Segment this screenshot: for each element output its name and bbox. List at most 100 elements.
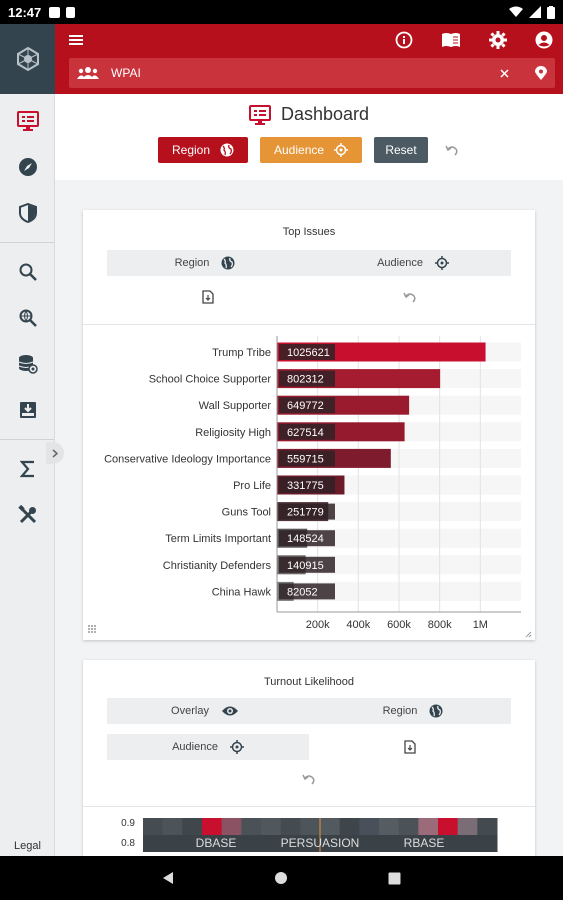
file-download-icon (202, 290, 214, 304)
turnout-region-control[interactable]: Region (315, 704, 511, 718)
left-rail: Legal (0, 24, 55, 856)
app-header: WPAI (55, 24, 563, 94)
page-header: Dashboard Region Audience Reset (55, 94, 563, 180)
android-nav-bar (0, 856, 563, 900)
heatmap-cell (438, 835, 459, 852)
rail-global-search[interactable] (0, 295, 55, 341)
heatmap-cell (261, 835, 282, 852)
top-issues-audience-control[interactable]: Audience (315, 256, 511, 270)
heatmap-cell (379, 818, 400, 835)
account-icon[interactable] (535, 31, 553, 49)
heatmap-cell (241, 835, 262, 852)
top-issues-filter-bar: Region Audience (107, 250, 511, 276)
chart-value-label: 148524 (287, 533, 324, 545)
book-icon[interactable] (441, 32, 461, 48)
rail-search[interactable] (0, 249, 55, 295)
audience-button-label: Audience (274, 143, 325, 157)
chart-value-label-bg (279, 503, 335, 520)
rail-dashboard[interactable] (0, 98, 55, 144)
turnout-audience-label: Audience (172, 741, 218, 753)
undo-button[interactable] (440, 137, 464, 163)
audience-button[interactable]: Audience (260, 137, 362, 163)
crosshair-icon (229, 740, 244, 754)
top-issues-region-control[interactable]: Region (107, 256, 303, 270)
heatmap-cell (339, 818, 360, 835)
rail-expand-toggle[interactable] (46, 442, 64, 464)
rail-explore[interactable] (0, 144, 55, 190)
rail-data[interactable] (0, 341, 55, 387)
rail-download[interactable] (0, 387, 55, 433)
chart-category-label: Religiosity High (195, 427, 271, 439)
sigma-icon (19, 460, 34, 478)
heatmap-cell (359, 818, 380, 835)
rail-tools[interactable] (0, 492, 55, 538)
globe-icon (220, 143, 234, 157)
map-marker-icon[interactable] (535, 65, 547, 81)
info-icon[interactable] (395, 31, 413, 49)
turnout-filter-bar: Overlay Region (107, 698, 511, 724)
drag-handle-icon[interactable] (87, 624, 97, 637)
undo-icon (302, 774, 315, 785)
top-issues-title: Top Issues (282, 226, 336, 238)
rail-security[interactable] (0, 190, 55, 236)
battery-icon (547, 5, 555, 19)
heatmap-cell (202, 835, 223, 852)
recents-icon[interactable] (388, 872, 401, 885)
heatmap-cell (182, 818, 203, 835)
turnout-export-button[interactable] (400, 738, 420, 756)
chart-value-label: 802312 (287, 374, 324, 386)
app-logo[interactable] (0, 24, 55, 94)
home-icon[interactable] (274, 871, 288, 885)
top-issues-export-button[interactable] (198, 288, 218, 306)
clear-icon[interactable] (500, 68, 509, 78)
audience-search-bar[interactable]: WPAI (69, 58, 555, 88)
turnout-undo-button[interactable] (299, 770, 319, 788)
heatmap-cell (241, 818, 262, 835)
chart-category-label: Conservative Ideology Importance (104, 453, 271, 465)
status-bar: 12:47 (0, 0, 563, 24)
turnout-audience-control[interactable]: Audience (107, 734, 309, 760)
heatmap-cell (398, 818, 419, 835)
turnout-title: Turnout Likelihood (263, 676, 355, 688)
heatmap-cell (477, 835, 498, 852)
rail-summation[interactable] (0, 446, 55, 492)
top-issues-undo-button[interactable] (400, 288, 420, 306)
chart-value-label-bg (279, 530, 335, 547)
region-button[interactable]: Region (158, 137, 248, 163)
search-value: WPAI (111, 66, 141, 80)
chart-value-label-bg (279, 370, 335, 387)
resize-handle-icon[interactable] (525, 630, 532, 641)
chart-category-label: China Hawk (212, 586, 272, 598)
menu-icon[interactable] (69, 34, 83, 46)
chart-category-label: Term Limits Important (165, 533, 271, 545)
download-box-icon (19, 402, 36, 418)
reset-button[interactable]: Reset (374, 137, 428, 163)
database-settings-icon (18, 355, 38, 374)
heatmap-cell (438, 818, 459, 835)
heatmap-cell (379, 835, 400, 852)
dashboard-monitor-icon (16, 111, 39, 131)
chart-value-label: 1025621 (287, 347, 330, 359)
heatmap-cell (339, 835, 360, 852)
turnout-heatmap: 0.9 0.8 DBASE PERSUASION RBASE (121, 818, 498, 852)
chart-value-label-bg (279, 423, 335, 440)
card-divider (83, 324, 535, 325)
back-icon[interactable] (162, 871, 174, 885)
chart-value-label-bg (279, 450, 335, 467)
heatmap-cell (457, 818, 478, 835)
status-time: 12:47 (8, 4, 42, 20)
heatmap-cell (221, 818, 242, 835)
chart-value-label-bg (279, 583, 335, 600)
notification-icon (49, 6, 61, 18)
chart-x-tick-label: 800k (428, 619, 452, 631)
heatmap-cell (143, 818, 164, 835)
tools-icon (17, 505, 36, 524)
heatmap-cell (221, 835, 242, 852)
file-download-icon (404, 740, 416, 754)
legal-link[interactable]: Legal (14, 840, 41, 852)
settings-gear-icon[interactable] (489, 31, 507, 49)
turnout-overlay-control[interactable]: Overlay (107, 705, 303, 717)
heatmap-cell (477, 818, 498, 835)
heatmap-cell (398, 835, 419, 852)
heatmap-cell (320, 818, 341, 835)
